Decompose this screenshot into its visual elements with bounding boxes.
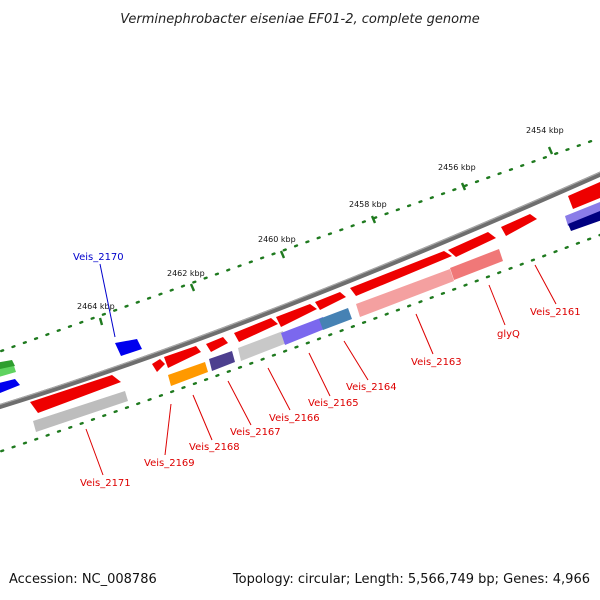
leader-veis-2164 — [343, 340, 369, 381]
label-veis-2161[interactable]: Veis_2161 — [530, 307, 581, 318]
tick-label-2464: 2464 kbp — [77, 302, 115, 311]
gene-veis-2166-feature[interactable] — [238, 331, 287, 361]
gene-veis-2167-forward[interactable] — [206, 337, 228, 352]
tick-label-2458: 2458 kbp — [349, 200, 387, 209]
gene-right-navy[interactable] — [568, 211, 600, 231]
tick-2456 — [460, 182, 467, 191]
genome-backbone — [0, 171, 600, 410]
tick-label-2454: 2454 kbp — [526, 126, 564, 135]
gene-veis-2171-feature[interactable] — [33, 391, 128, 432]
gene-veis-2168-forward[interactable] — [164, 346, 201, 368]
tick-2454 — [547, 146, 554, 155]
leader-veis-2167 — [227, 380, 252, 426]
gene-veis-2169-forward[interactable] — [152, 359, 165, 372]
map-title: Verminephrobacter eiseniae EF01-2, compl… — [120, 12, 479, 27]
gene-veis-2164-forward[interactable] — [315, 292, 346, 310]
gene-left-green-a[interactable] — [0, 360, 15, 372]
gene-veis-2161-forward[interactable] — [501, 214, 537, 236]
outer-scale-ring — [0, 136, 600, 353]
leader-veis-2170 — [99, 263, 116, 338]
leader-glyq — [488, 284, 506, 326]
gene-veis-2168-feature[interactable] — [168, 362, 208, 386]
label-veis-2165[interactable]: Veis_2165 — [308, 398, 359, 409]
inner-scale-ring — [0, 233, 600, 453]
leader-veis-2163 — [415, 313, 434, 355]
outer-gene-track — [0, 339, 142, 395]
tick-2462 — [189, 283, 196, 292]
gene-veis-2166-forward[interactable] — [234, 318, 278, 342]
leader-veis-2165 — [308, 352, 331, 397]
genome-backbone-highlight — [0, 171, 600, 406]
gene-glyq-forward[interactable] — [448, 232, 496, 257]
accession-text: Accession: NC_008786 — [9, 572, 157, 587]
label-veis-2163[interactable]: Veis_2163 — [411, 357, 462, 368]
gene-veis-2163-feature[interactable] — [356, 269, 454, 317]
leader-lines — [85, 263, 557, 476]
gene-veis-2170[interactable] — [115, 339, 142, 356]
genome-summary-text: Topology: circular; Length: 5,566,749 bp… — [232, 572, 590, 587]
tick-2460 — [279, 250, 286, 259]
label-veis-2169[interactable]: Veis_2169 — [144, 458, 195, 469]
major-ticks — [98, 146, 554, 326]
leader-veis-2171 — [85, 428, 104, 476]
label-glyq[interactable]: glyQ — [497, 329, 520, 340]
tick-label-2456: 2456 kbp — [438, 163, 476, 172]
tick-label-2460: 2460 kbp — [258, 235, 296, 244]
gene-veis-2165-forward[interactable] — [276, 304, 317, 327]
leader-veis-2168 — [192, 394, 213, 441]
gene-right-red[interactable] — [568, 182, 600, 209]
gene-left-green-b[interactable] — [0, 366, 16, 378]
gene-glyq-feature[interactable] — [450, 249, 503, 280]
label-veis-2170[interactable]: Veis_2170 — [73, 252, 124, 263]
tick-2464 — [98, 317, 104, 326]
label-veis-2164[interactable]: Veis_2164 — [346, 382, 397, 393]
gene-left-blue[interactable] — [0, 379, 20, 395]
label-veis-2166[interactable]: Veis_2166 — [269, 413, 320, 424]
gene-track-features — [33, 202, 600, 432]
gene-veis-2167-feature[interactable] — [209, 351, 235, 371]
gene-veis-2171-forward[interactable] — [30, 375, 121, 413]
label-veis-2167[interactable]: Veis_2167 — [230, 427, 281, 438]
gene-veis-2165-feature[interactable] — [281, 317, 327, 345]
label-veis-2171[interactable]: Veis_2171 — [80, 478, 131, 489]
leader-veis-2166 — [267, 367, 291, 411]
leader-veis-2169 — [164, 403, 172, 456]
leader-veis-2161 — [534, 264, 557, 305]
gene-track-red — [30, 182, 600, 413]
label-veis-2168[interactable]: Veis_2168 — [189, 442, 240, 453]
gene-veis-2163-forward[interactable] — [350, 251, 452, 296]
gene-right-violet[interactable] — [565, 202, 600, 226]
tick-2458 — [370, 215, 377, 224]
tick-label-2462: 2462 kbp — [167, 269, 205, 278]
gene-veis-2164-feature[interactable] — [319, 308, 352, 330]
